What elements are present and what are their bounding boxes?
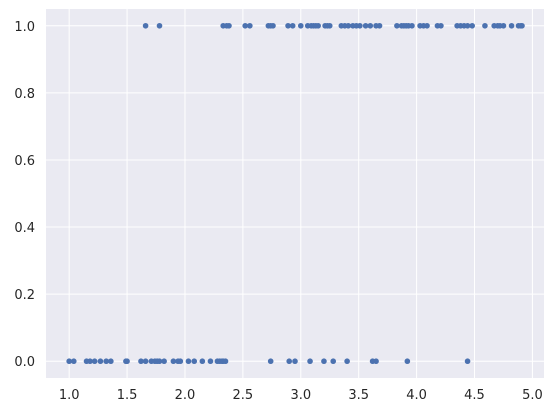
y-tick-label: 0.0 (14, 355, 35, 370)
data-point (315, 22, 321, 29)
data-point (285, 22, 291, 29)
data-point (464, 358, 471, 365)
data-point (376, 22, 383, 29)
data-point (357, 22, 363, 29)
x-tick-label: 4.5 (464, 388, 485, 403)
data-point (247, 22, 253, 29)
data-point (142, 22, 149, 29)
x-tick-label: 2.0 (175, 388, 196, 403)
data-point (142, 358, 149, 365)
data-point (519, 22, 525, 29)
data-point (500, 22, 507, 29)
data-point (469, 22, 475, 29)
data-point (138, 358, 144, 365)
data-point (289, 22, 296, 29)
data-point (191, 358, 198, 365)
x-tick-label: 1.0 (59, 388, 80, 403)
data-point (185, 358, 192, 365)
y-tick-label: 0.4 (14, 221, 35, 236)
data-point (91, 358, 98, 365)
data-point (161, 358, 167, 365)
data-point (404, 358, 411, 365)
data-point (464, 22, 471, 29)
x-tick-label: 1.5 (117, 388, 138, 403)
x-axis-ticks: 1.0 1.5 2.0 2.5 3.0 3.5 4.0 4.5 5.0 (59, 388, 543, 403)
data-point (307, 358, 313, 365)
y-tick-label: 1.0 (14, 20, 35, 35)
data-point (344, 358, 350, 365)
data-point (330, 358, 337, 365)
data-point (482, 22, 488, 29)
data-point (292, 358, 298, 365)
data-point (226, 22, 232, 29)
y-axis-ticks: 0.0 0.2 0.4 0.6 0.8 1.0 (14, 20, 35, 370)
data-point (345, 22, 352, 29)
data-point (97, 358, 104, 365)
y-tick-label: 0.6 (14, 154, 35, 169)
x-tick-label: 3.0 (290, 388, 311, 403)
x-tick-label: 5.0 (522, 388, 543, 403)
data-points (66, 22, 525, 365)
x-tick-label: 3.5 (348, 388, 369, 403)
x-tick-label: 2.5 (233, 388, 254, 403)
data-point (270, 22, 276, 29)
data-point (156, 22, 163, 29)
data-point (124, 358, 130, 365)
data-point (394, 22, 400, 29)
data-point (242, 22, 248, 29)
data-point (326, 22, 333, 29)
data-point (222, 358, 229, 365)
data-point (373, 358, 379, 365)
data-point (207, 358, 214, 365)
data-point (170, 358, 177, 365)
data-point (362, 22, 369, 29)
data-point (70, 358, 77, 365)
data-point (177, 358, 184, 365)
data-point (156, 358, 163, 365)
data-point (409, 22, 415, 29)
data-point (87, 358, 93, 365)
data-point (199, 358, 206, 365)
data-point (297, 22, 304, 29)
y-tick-label: 0.2 (14, 288, 35, 303)
data-point (367, 22, 374, 29)
data-point (508, 22, 515, 29)
data-point (424, 22, 430, 29)
data-point (108, 358, 114, 365)
data-point (286, 358, 293, 365)
x-tick-label: 4.0 (406, 388, 427, 403)
data-point (103, 358, 110, 365)
data-point (267, 358, 274, 365)
data-point (438, 22, 444, 29)
y-tick-label: 0.8 (14, 87, 35, 102)
plot-area (46, 9, 544, 378)
data-point (321, 358, 327, 365)
grid-lines (46, 9, 544, 378)
data-point (66, 358, 72, 365)
